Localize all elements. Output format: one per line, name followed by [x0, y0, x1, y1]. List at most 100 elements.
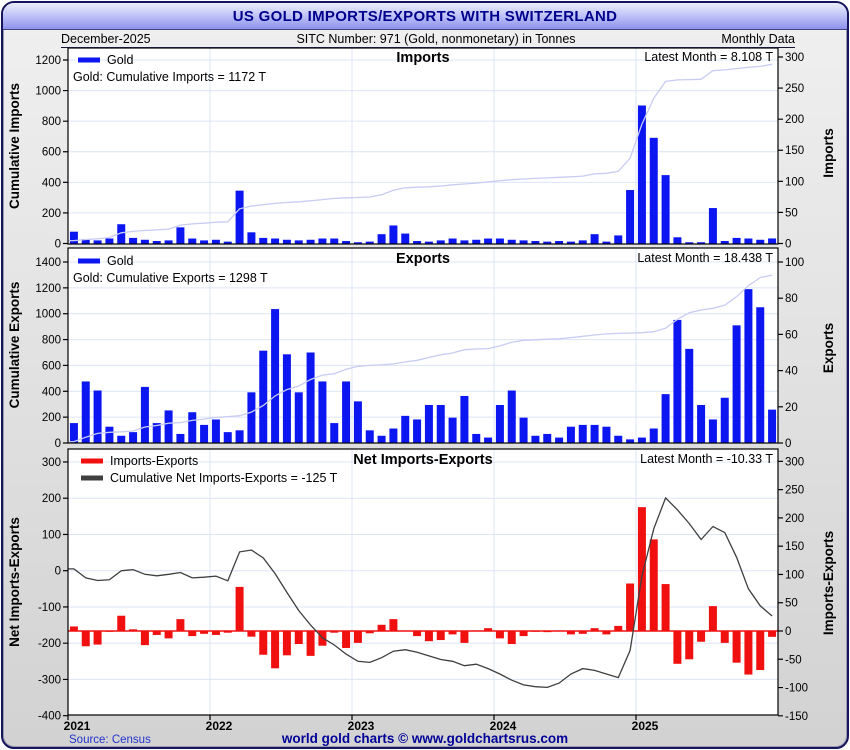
bar	[117, 224, 126, 244]
bar	[768, 238, 777, 244]
right-tick-label: 50	[785, 207, 798, 219]
bar	[413, 419, 422, 443]
bar	[259, 350, 268, 443]
bar	[507, 239, 516, 244]
bar	[436, 240, 445, 244]
bar	[129, 629, 138, 631]
bar	[129, 432, 138, 443]
bar	[294, 392, 303, 443]
bar	[330, 631, 339, 633]
bar	[756, 307, 765, 443]
bar	[543, 433, 552, 443]
bar	[271, 631, 280, 669]
x-tick-label-year: 2024	[490, 719, 517, 733]
bar	[152, 241, 161, 244]
bar	[401, 630, 410, 632]
bar	[389, 428, 398, 443]
bar	[342, 241, 351, 244]
bar	[235, 430, 244, 443]
exports-cumulative-caption: Gold: Cumulative Exports = 1298 T	[73, 271, 268, 285]
bar	[294, 631, 303, 645]
bar	[259, 631, 268, 655]
imports-panel: 0 200 400 600 800 1000 1200 0 50 100 150 200 250 300 I…	[7, 47, 836, 251]
bar	[81, 381, 90, 443]
bar	[188, 238, 197, 244]
bar	[519, 240, 528, 244]
bar	[318, 381, 327, 443]
bar	[460, 631, 469, 643]
net-legend-label: Cumulative Net Imports-Exports = -125 T	[110, 471, 338, 485]
brand-note: world gold charts © www.goldchartsrus.co…	[281, 731, 569, 746]
bar	[365, 631, 374, 634]
bar	[519, 417, 528, 443]
bar	[164, 240, 173, 244]
bar	[140, 631, 149, 646]
bar	[649, 428, 658, 443]
bar	[720, 631, 729, 643]
bar	[81, 239, 90, 244]
right-tick-label: 100	[785, 569, 804, 581]
right-tick-label: 50	[785, 598, 798, 610]
bar	[602, 631, 611, 635]
bar	[661, 394, 670, 443]
bar	[555, 241, 564, 244]
bar	[661, 175, 670, 244]
bar	[330, 423, 339, 443]
bar	[377, 435, 386, 443]
bar	[389, 225, 398, 244]
left-tick-label: 1200	[35, 55, 61, 67]
net-legend-label: Imports-Exports	[110, 454, 198, 468]
bar	[637, 105, 646, 244]
bar	[708, 606, 717, 631]
right-tick-label: 0	[785, 438, 791, 450]
left-tick-label: 1000	[35, 309, 61, 321]
bar	[614, 235, 623, 244]
right-tick-label: 250	[785, 83, 804, 95]
left-tick-label: 1400	[35, 257, 61, 269]
bar	[81, 631, 90, 647]
bar	[318, 238, 327, 244]
bar	[200, 631, 209, 634]
left-tick-label: -300	[38, 674, 61, 686]
right-tick-label: 300	[785, 52, 804, 64]
bar	[140, 386, 149, 443]
left-tick-label: 0	[55, 438, 61, 450]
bar	[282, 354, 291, 443]
right-tick-label: 20	[785, 402, 798, 414]
bar	[342, 381, 351, 443]
bar	[720, 397, 729, 443]
bar	[105, 631, 114, 632]
bar	[353, 242, 362, 244]
imports-title: Imports	[396, 50, 449, 66]
bar	[590, 628, 599, 631]
x-tick-label-year: 2023	[348, 719, 375, 733]
bar	[93, 240, 102, 244]
bar	[519, 631, 528, 637]
bar	[566, 631, 575, 635]
bar	[211, 239, 220, 244]
bar	[685, 242, 694, 244]
bar	[661, 584, 670, 631]
bar	[448, 417, 457, 443]
bar	[294, 240, 303, 244]
bar	[105, 426, 114, 443]
bar	[424, 404, 433, 443]
bar	[306, 352, 315, 443]
bar	[377, 624, 386, 631]
bar	[626, 583, 635, 631]
bar	[223, 432, 232, 443]
bar	[602, 426, 611, 443]
bar	[732, 237, 741, 244]
subtitle-date: December-2025	[61, 32, 151, 46]
bar	[117, 435, 126, 443]
bar	[282, 239, 291, 244]
chart-canvas: 020040060080010001200050100150200250300I…	[7, 47, 836, 733]
left-tick-label: 600	[42, 147, 61, 159]
right-tick-label: 60	[785, 329, 798, 341]
bar	[247, 232, 256, 244]
bar	[93, 390, 102, 443]
x-tick-label-year: 2021	[64, 719, 91, 733]
bar	[566, 241, 575, 244]
bar	[756, 239, 765, 244]
right-tick-label: 80	[785, 293, 798, 305]
